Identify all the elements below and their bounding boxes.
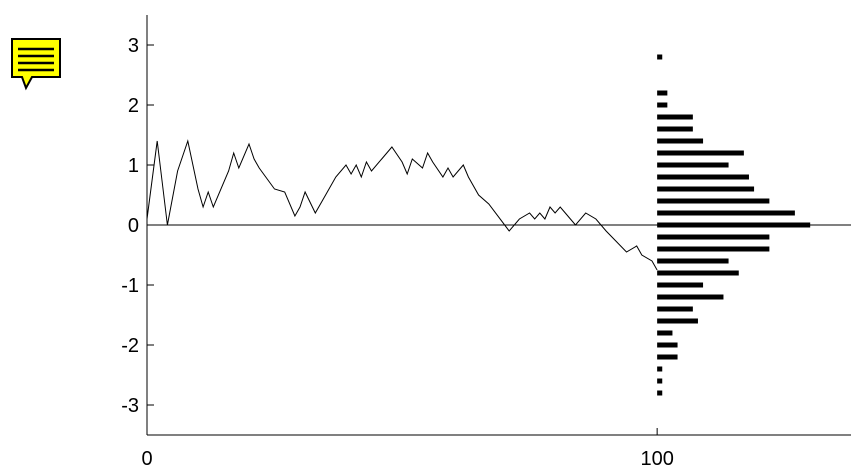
note-icon[interactable]	[10, 37, 62, 93]
histogram-bar	[657, 282, 704, 288]
histogram-bar	[657, 342, 678, 348]
histogram-bar	[657, 162, 729, 168]
histogram-bar	[657, 150, 744, 156]
histogram-bar	[657, 54, 663, 60]
histogram-bar	[657, 390, 663, 396]
histogram-bar	[657, 186, 755, 192]
histogram-bar	[657, 234, 770, 240]
y-tick-label: -1	[121, 275, 139, 297]
histogram-bar	[657, 354, 678, 360]
histogram-bar	[657, 366, 663, 372]
histogram-bar	[657, 126, 693, 132]
y-tick-label: 3	[128, 35, 139, 57]
histogram-bar	[657, 222, 811, 228]
histogram-bar	[657, 90, 668, 96]
x-tick-label: 100	[640, 448, 673, 469]
histogram-bar	[657, 210, 795, 216]
x-tick-label: 0	[141, 448, 152, 469]
note-icon-graphic	[11, 38, 61, 91]
y-tick-label: 2	[128, 95, 139, 117]
histogram-bar	[657, 294, 724, 300]
histogram-bar	[657, 318, 698, 324]
y-tick-label: 0	[128, 215, 139, 237]
histogram-bar	[657, 174, 749, 180]
y-tick-label: -2	[121, 335, 139, 357]
y-tick-label: -3	[121, 395, 139, 417]
histogram-bar	[657, 270, 739, 276]
histogram-bar	[657, 138, 704, 144]
y-tick-label: 1	[128, 155, 139, 177]
histogram-bar	[657, 330, 673, 336]
histogram-bar	[657, 258, 729, 264]
histogram-bar	[657, 306, 693, 312]
histogram-bar	[657, 102, 668, 108]
random-walk-line	[146, 139, 658, 271]
histogram-bar	[657, 114, 693, 120]
histogram-bar	[657, 246, 770, 252]
histogram-bar	[657, 378, 663, 384]
histogram-bar	[657, 198, 770, 204]
